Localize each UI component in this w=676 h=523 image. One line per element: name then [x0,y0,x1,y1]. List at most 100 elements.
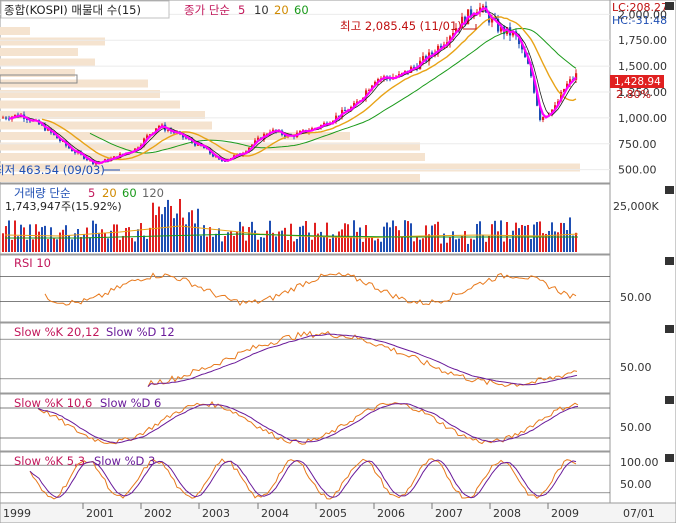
volume-bars [2,198,579,252]
volume-bar [467,243,469,252]
volume-bar [137,229,139,252]
x-axis-label: 2001 [86,507,114,520]
volume-bar [62,229,64,252]
volume-bar [176,213,178,252]
volume-bar [191,210,193,252]
volume-bar [32,239,34,252]
volume-bar [281,230,283,252]
candle-body [539,105,542,120]
volume-bar [146,238,148,252]
volume-bar [164,206,166,252]
main-panel-close-button[interactable] [665,2,674,10]
x-axis-label: 2008 [493,507,521,520]
volume-bar [443,233,445,252]
rsi-panel-close-button[interactable] [665,257,674,265]
candle-body [158,125,161,129]
volume-bar [38,231,40,252]
volume-bar [362,241,364,252]
volume-bar [428,234,430,252]
volume-bar [182,217,184,252]
vol-ma20-label: 20 [102,186,117,200]
volume-bar [425,225,427,252]
volume-bar [293,241,295,252]
candle-body [533,76,536,93]
current-price-box [610,75,664,88]
volume-bar [44,225,46,252]
volume-bar [143,235,145,252]
candle-body [473,14,476,17]
candle-body [113,156,116,159]
candle-body [374,81,377,86]
volume-bar [170,205,172,252]
volume-bar [116,224,118,252]
volume-profile-bar [0,142,420,151]
volume-bar [41,227,43,252]
volume-bar [557,232,559,252]
vol-ma5-label: 5 [88,186,95,200]
candle-body [368,89,371,91]
volume-bar [509,238,511,252]
main-y-tick: 1,750.00 [618,34,667,47]
volume-bar [203,225,205,252]
volume-bar [308,232,310,252]
volume-bar [233,235,235,252]
sto3-panel-close-button[interactable] [665,454,674,462]
volume-bar [224,236,226,252]
volume-bar [71,239,73,252]
high-arrow [463,24,477,30]
candle-body [452,33,455,37]
candle-body [563,89,566,92]
candle-body [26,118,29,121]
ma60-label: 60 [294,3,309,17]
volume-bar [269,220,271,252]
volume-bar [221,241,223,252]
volume-bar [332,234,334,252]
candle-body [437,45,440,54]
candle-body [431,52,434,55]
volume-title: 거래량 단순 [14,186,71,200]
candle-body [299,131,302,133]
volume-profile-bar [0,37,105,46]
candle-body [488,12,491,23]
volume-bar [473,239,475,252]
volume-bar [11,239,13,252]
candle-body [479,7,482,13]
volume-bar [5,226,7,252]
volume-profile-bar [0,90,160,98]
volume-bar [542,233,544,252]
volume-bar [482,235,484,252]
volume-bar [167,199,169,252]
candle-body [422,56,425,61]
sto1-k-title: Slow %K 20,12 [14,325,100,339]
volume-bar [452,231,454,252]
volume-bar [302,225,304,252]
main-y-tick: 1,250.00 [618,86,667,99]
sto1-d-title: Slow %D 12 [106,325,175,339]
candle-body [344,109,347,111]
volume-bar [527,224,529,252]
volume-panel-close-button[interactable] [665,186,674,194]
sto2-panel-close-button[interactable] [665,396,674,404]
volume-bar [500,220,502,252]
candle-body [512,31,515,36]
volume-bar [413,241,415,252]
volume-bar [140,223,142,252]
volume-bar [464,231,466,252]
candle-body [284,134,287,137]
volume-bar [371,236,373,252]
volume-bar [563,223,565,252]
volume-profile-bar [0,69,75,77]
sto1-panel-close-button[interactable] [665,325,674,333]
volume-bar [380,241,382,252]
candle-body [500,26,503,32]
x-axis-label: 1999 [3,507,31,520]
candle-body [536,92,539,106]
volume-bar [485,241,487,252]
volume-bar [512,230,514,252]
current-price: 1,428.94 [614,76,661,88]
volume-bar [491,224,493,252]
volume-profile-bar [0,48,78,56]
candle-body [83,154,86,159]
volume-bar [200,235,202,252]
